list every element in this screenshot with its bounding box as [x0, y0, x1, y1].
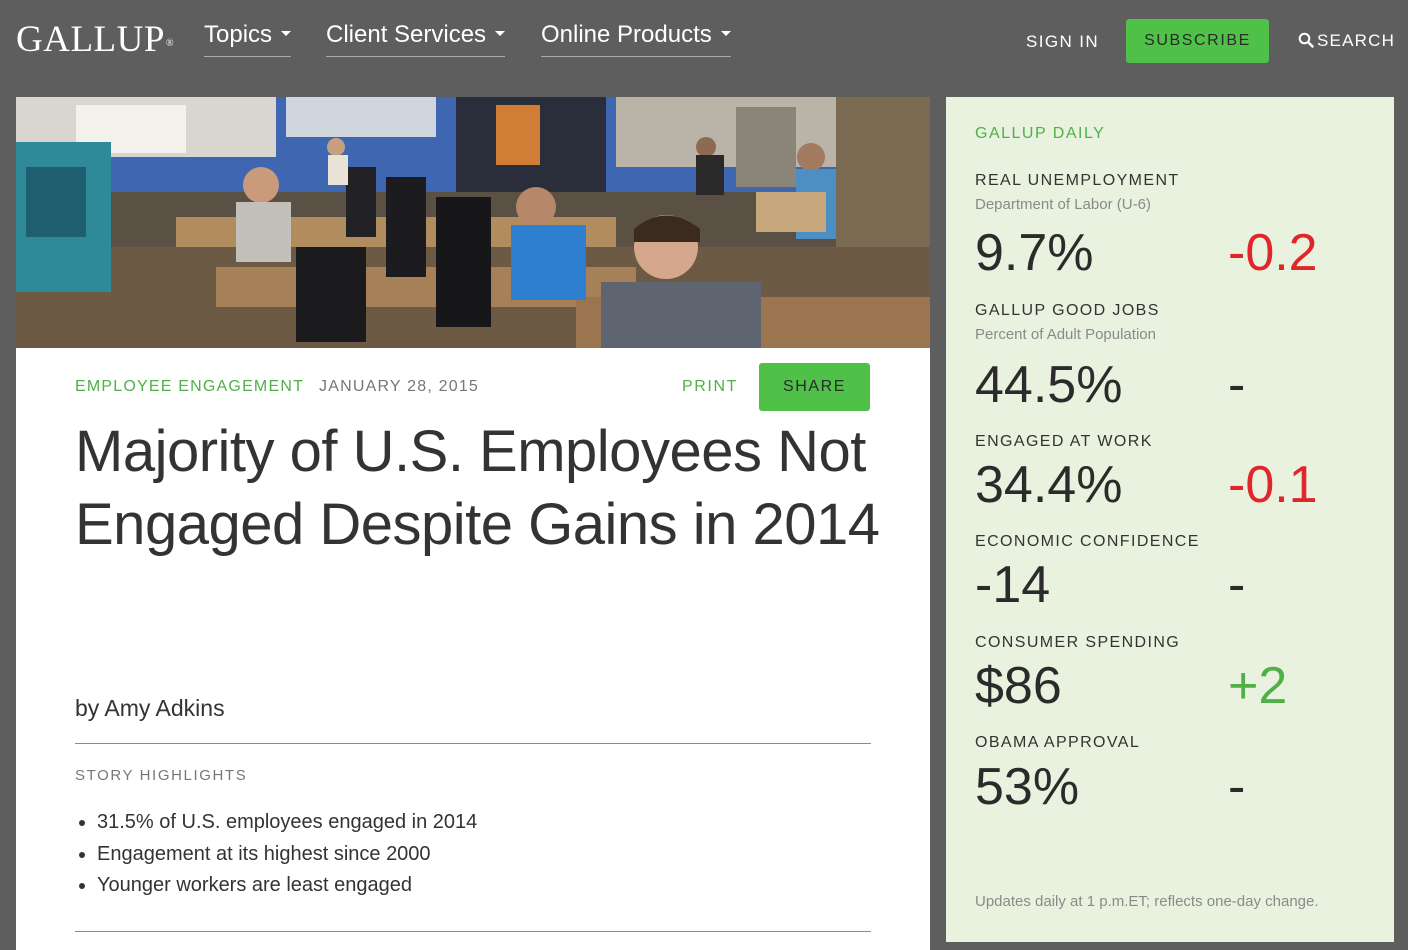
story-highlights-list: 31.5% of U.S. employees engaged in 2014 … [75, 807, 477, 902]
nav-topics[interactable]: Topics [204, 22, 292, 57]
list-item: Engagement at its highest since 2000 [97, 839, 477, 871]
stat-value-consumer-spending: $86 [975, 657, 1062, 715]
stat-change-real-unemployment: -0.2 [1228, 224, 1318, 282]
story-highlights-title: STORY HIGHLIGHTS [75, 767, 248, 784]
stat-change-engaged-at-work: -0.1 [1228, 456, 1318, 514]
stat-label-economic-confidence[interactable]: ECONOMIC CONFIDENCE [975, 533, 1200, 550]
stat-label-real-unemployment[interactable]: REAL UNEMPLOYMENT [975, 172, 1180, 189]
list-item: 31.5% of U.S. employees engaged in 2014 [97, 807, 477, 839]
stat-value-engaged-at-work: 34.4% [975, 456, 1123, 514]
stat-sub-real-unemployment: Department of Labor (U-6) [975, 196, 1151, 213]
sidebar-footnote: Updates daily at 1 p.m.ET; reflects one-… [975, 893, 1319, 910]
article-byline: by Amy Adkins [75, 695, 225, 721]
search-icon [1298, 32, 1314, 48]
sign-in-link[interactable]: SIGN IN [1026, 32, 1100, 51]
nav-client-services[interactable]: Client Services [326, 22, 506, 57]
stat-value-good-jobs: 44.5% [975, 356, 1123, 414]
divider [75, 743, 871, 744]
stat-label-consumer-spending[interactable]: CONSUMER SPENDING [975, 634, 1181, 651]
chevron-down-icon [495, 31, 506, 37]
nav-online-products[interactable]: Online Products [541, 22, 731, 57]
article-card: EMPLOYEE ENGAGEMENT JANUARY 28, 2015 PRI… [16, 97, 930, 950]
search-link[interactable]: SEARCH [1298, 31, 1395, 51]
divider [75, 931, 871, 932]
subscribe-button[interactable]: SUBSCRIBE [1126, 19, 1269, 63]
top-nav: GALLUP® Topics Client Services Online Pr… [0, 0, 1408, 82]
list-item: Younger workers are least engaged [97, 870, 477, 902]
stat-value-real-unemployment: 9.7% [975, 224, 1094, 282]
chevron-down-icon [720, 31, 731, 37]
gallup-daily-sidebar: GALLUP DAILY REAL UNEMPLOYMENT Departmen… [946, 97, 1394, 942]
print-link[interactable]: PRINT [682, 378, 738, 395]
stat-label-good-jobs[interactable]: GALLUP GOOD JOBS [975, 302, 1160, 319]
stat-value-obama-approval: 53% [975, 758, 1080, 816]
stat-change-obama-approval: - [1228, 758, 1246, 816]
stat-change-consumer-spending: +2 [1228, 657, 1288, 715]
hero-image [16, 97, 930, 348]
share-button[interactable]: SHARE [759, 363, 870, 411]
gallup-logo[interactable]: GALLUP® [16, 19, 175, 60]
article-topic-link[interactable]: EMPLOYEE ENGAGEMENT [75, 378, 305, 395]
stat-change-good-jobs: - [1228, 356, 1246, 414]
article-headline: Majority of U.S. Employees Not Engaged D… [75, 419, 880, 557]
stat-value-economic-confidence: -14 [975, 556, 1051, 614]
stat-change-economic-confidence: - [1228, 556, 1246, 614]
stat-sub-good-jobs: Percent of Adult Population [975, 326, 1156, 343]
article-date: JANUARY 28, 2015 [319, 378, 480, 395]
stat-label-engaged-at-work[interactable]: ENGAGED AT WORK [975, 433, 1153, 450]
chevron-down-icon [281, 31, 292, 37]
stat-label-obama-approval[interactable]: OBAMA APPROVAL [975, 734, 1141, 751]
sidebar-title: GALLUP DAILY [975, 125, 1106, 142]
